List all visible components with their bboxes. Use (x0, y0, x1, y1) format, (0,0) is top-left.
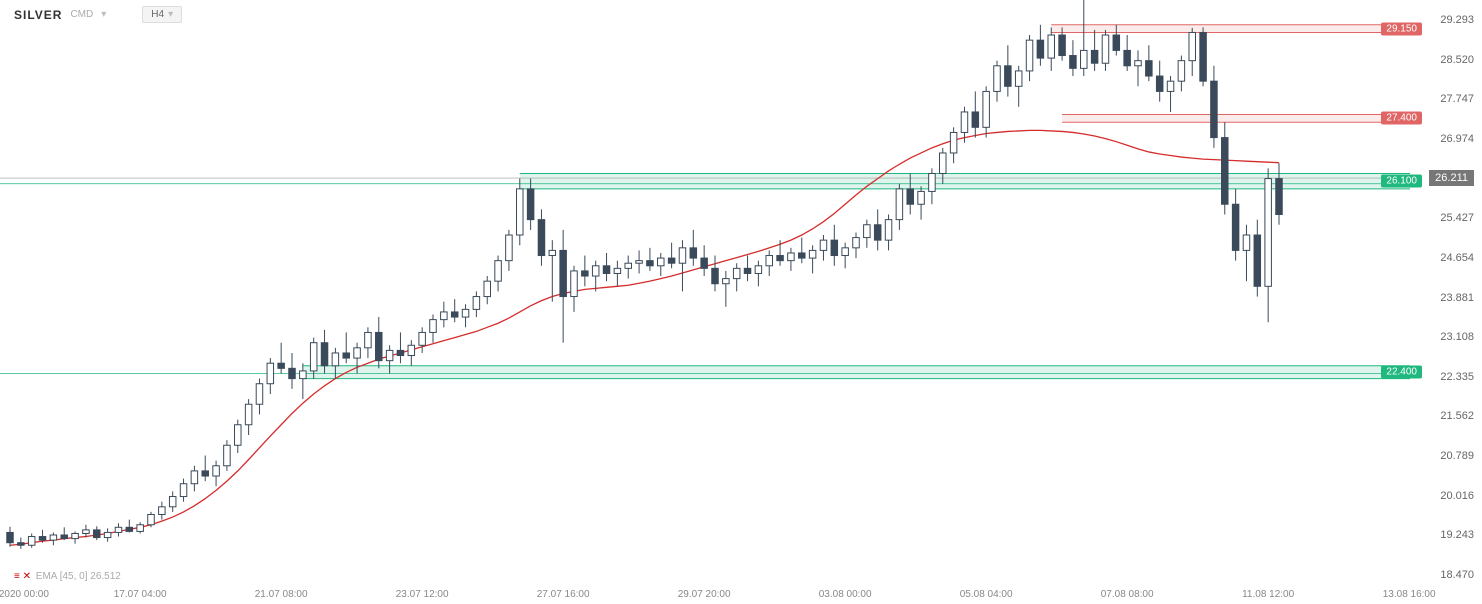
chevron-down-icon: ▾ (168, 9, 173, 20)
x-tick-label: 11.08 12:00 (1242, 589, 1294, 600)
x-tick-label: 21.07 08:00 (255, 589, 308, 600)
zone-price-tag: 29.150 (1381, 22, 1422, 35)
y-tick-label: 19.243 (1440, 529, 1474, 541)
x-tick-label: 13.08 16:00 (1383, 589, 1436, 600)
x-tick-label: 29.07 20:00 (678, 589, 731, 600)
indicator-label[interactable]: ≡ ✕ EMA [45, 0] 26.512 (14, 571, 121, 582)
x-tick-label: 17.07 04:00 (114, 589, 167, 600)
indicator-params: [45, 0] (60, 571, 88, 582)
symbol-type: CMD (70, 9, 93, 20)
y-tick-label: 23.881 (1440, 292, 1474, 304)
y-tick-label: 28.520 (1440, 54, 1474, 66)
x-tick-label: 23.07 12:00 (396, 589, 449, 600)
y-tick-label: 18.470 (1440, 569, 1474, 581)
symbol-dropdown-icon[interactable]: ▾ (101, 9, 106, 20)
zone-price-tag: 27.400 (1381, 112, 1422, 125)
y-tick-label: 20.789 (1440, 450, 1474, 462)
x-tick-label: 15.07.2020 00:00 (0, 589, 49, 600)
indicator-icon: ≡ ✕ (14, 571, 31, 582)
y-tick-label: 27.747 (1440, 93, 1474, 105)
timeframe-selector[interactable]: H4 ▾ (142, 6, 182, 23)
indicator-value: 26.512 (90, 571, 121, 582)
y-tick-label: 23.108 (1440, 331, 1474, 343)
y-tick-label: 29.293 (1440, 14, 1474, 26)
zone-price-tag: 22.400 (1381, 366, 1422, 379)
x-tick-label: 27.07 16:00 (537, 589, 590, 600)
x-tick-label: 03.08 00:00 (819, 589, 872, 600)
y-tick-label: 25.427 (1440, 212, 1474, 224)
x-tick-label: 05.08 04:00 (960, 589, 1013, 600)
x-tick-label: 07.08 08:00 (1101, 589, 1154, 600)
current-price-tag: 26.211 (1429, 170, 1474, 186)
y-tick-label: 21.562 (1440, 410, 1474, 422)
indicator-name: EMA (36, 571, 57, 582)
zone-price-tag: 26.100 (1381, 175, 1422, 188)
chart-container: SILVER CMD ▾ H4 ▾ 29.293 28.520 27.747 26.9… (0, 0, 1482, 604)
y-tick-label: 20.016 (1440, 490, 1474, 502)
y-tick-label: 22.335 (1440, 371, 1474, 383)
y-tick-label: 24.654 (1440, 252, 1474, 264)
y-tick-label: 26.974 (1440, 133, 1474, 145)
timeframe-label: H4 (151, 9, 164, 20)
chart-header: SILVER CMD ▾ H4 ▾ (14, 6, 182, 23)
chart-plot-area[interactable] (0, 0, 1482, 604)
symbol-name[interactable]: SILVER (14, 8, 62, 22)
